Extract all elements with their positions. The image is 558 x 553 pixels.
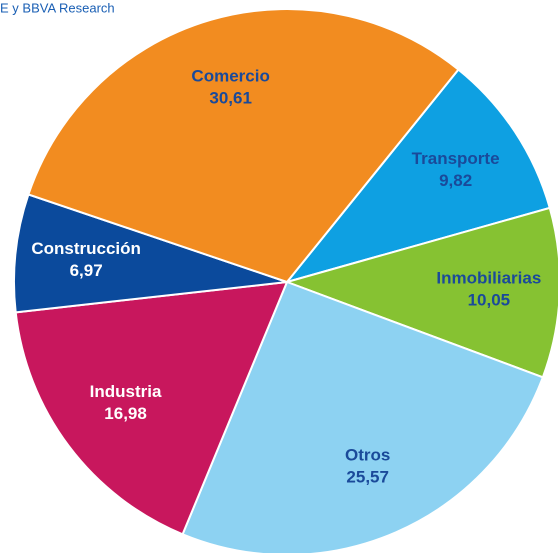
slice-value: 10,05 <box>468 291 511 310</box>
slice-label: Industria <box>90 382 162 401</box>
slice-value: 30,61 <box>209 88 252 107</box>
slice-value: 9,82 <box>439 171 472 190</box>
pie-slice <box>27 8 460 284</box>
slice-value: 16,98 <box>104 404 147 423</box>
slice-label: Otros <box>345 446 390 465</box>
slice-label: Construcción <box>31 239 141 258</box>
slice-label: Transporte <box>412 149 500 168</box>
pie-slice <box>13 193 288 314</box>
source-note: E y BBVA Research <box>0 0 115 15</box>
slice-value: 25,57 <box>346 468 389 487</box>
slice-label: Comercio <box>191 66 269 85</box>
pie-slice <box>283 206 558 379</box>
pie-slice <box>181 280 545 553</box>
pie-slice <box>14 280 289 536</box>
slice-label: Inmobiliarias <box>436 269 541 288</box>
slice-value: 6,97 <box>70 261 103 280</box>
pie-slice <box>284 68 551 284</box>
